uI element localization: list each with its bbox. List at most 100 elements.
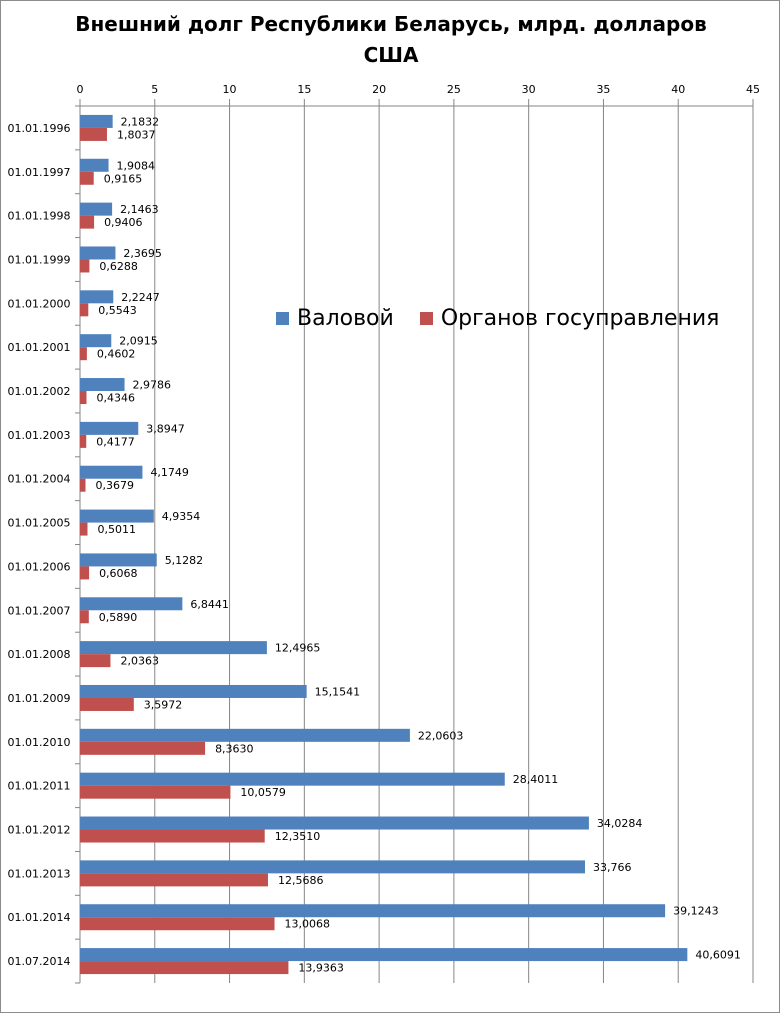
x-tick-label: 5 [151, 83, 158, 96]
data-label: 2,2247 [121, 291, 160, 304]
category-label: 01.01.2002 [8, 385, 71, 398]
category-label: 01.01.2014 [8, 911, 71, 924]
data-label: 4,9354 [162, 510, 201, 523]
bar-gross [80, 158, 109, 172]
bar-gross [80, 465, 143, 479]
bar-government [80, 829, 265, 843]
category-label: 01.01.2004 [8, 473, 71, 486]
bar-government [80, 873, 268, 887]
data-label: 0,9406 [104, 216, 143, 229]
category-label: 01.01.2010 [8, 736, 71, 749]
bar-government [80, 697, 134, 711]
data-label: 0,5890 [99, 611, 138, 624]
data-label: 0,5011 [97, 523, 136, 536]
bar-gross [80, 114, 113, 128]
data-label: 0,4177 [96, 435, 135, 448]
bar-gross [80, 772, 505, 786]
data-label: 0,6288 [99, 260, 138, 273]
data-label: 6,8441 [190, 598, 229, 611]
data-label: 3,5972 [144, 698, 183, 711]
chart-title-line-2: США [363, 43, 419, 67]
bar-government [80, 741, 206, 755]
bar-government [80, 259, 90, 273]
bar-gross [80, 421, 139, 435]
bar-gross [80, 378, 125, 392]
category-label: 01.07.2014 [8, 955, 71, 968]
bar-government [80, 391, 87, 405]
bar-gross [80, 246, 116, 260]
bar-gross [80, 641, 267, 655]
data-label: 0,4602 [97, 348, 135, 361]
data-label: 15,1541 [315, 685, 361, 698]
x-tick-label: 0 [77, 83, 84, 96]
data-label: 28,4011 [513, 773, 559, 786]
bar-gross [80, 334, 112, 348]
data-label: 39,1243 [673, 905, 719, 918]
data-label: 0,9165 [104, 172, 142, 185]
bar-government [80, 215, 95, 229]
data-label: 1,9084 [117, 159, 156, 172]
category-label: 01.01.2006 [8, 560, 71, 573]
data-label: 0,5543 [98, 304, 136, 317]
bar-government [80, 917, 275, 931]
data-label: 40,6091 [695, 949, 741, 962]
data-label: 2,1463 [120, 203, 159, 216]
legend: Валовой Органов госуправления [276, 306, 719, 331]
bar-gross [80, 202, 113, 216]
chart-title-line-1: Внешний долг Республики Беларусь, млрд. … [75, 12, 707, 36]
x-tick-label: 20 [372, 83, 386, 96]
bar-government [80, 171, 94, 185]
category-label: 01.01.2011 [8, 780, 71, 793]
category-label: 01.01.2000 [8, 297, 71, 310]
data-label: 12,5686 [278, 874, 324, 887]
legend-swatch-gross [276, 312, 289, 325]
bar-government [80, 434, 87, 448]
bar-gross [80, 509, 154, 523]
category-label: 01.01.2013 [8, 867, 71, 880]
data-label: 0,4346 [96, 392, 135, 405]
category-label: 01.01.2009 [8, 692, 71, 705]
category-label: 01.01.1998 [8, 210, 71, 223]
category-label: 01.01.2007 [8, 604, 71, 617]
category-label: 01.01.2005 [8, 517, 71, 530]
bar-gross [80, 904, 666, 918]
category-label: 01.01.2003 [8, 429, 71, 442]
bar-gross [80, 597, 183, 611]
data-label: 8,3630 [215, 742, 254, 755]
bar-gross [80, 290, 114, 304]
category-label: 01.01.1997 [8, 166, 71, 179]
bar-government [80, 785, 231, 799]
bar-government [80, 478, 86, 492]
data-label: 12,3510 [275, 830, 321, 843]
bar-government [80, 610, 89, 624]
x-tick-label: 30 [522, 83, 536, 96]
bar-government [80, 347, 87, 361]
category-label: 01.01.1999 [8, 253, 71, 266]
bar-gross [80, 816, 589, 830]
chart-title: Внешний долг Республики Беларусь, млрд. … [1, 9, 779, 71]
data-label: 2,0915 [119, 335, 158, 348]
data-label: 33,766 [593, 861, 632, 874]
legend-label-gross: Валовой [297, 306, 394, 331]
data-label: 22,0603 [418, 729, 464, 742]
bar-gross [80, 728, 410, 742]
bar-government [80, 522, 88, 536]
data-label: 12,4965 [275, 642, 321, 655]
category-label: 01.01.2001 [8, 341, 71, 354]
data-label: 2,3695 [123, 247, 162, 260]
x-tick-label: 35 [596, 83, 610, 96]
bar-government [80, 127, 107, 141]
bar-government [80, 961, 289, 975]
legend-swatch-government [419, 312, 433, 325]
x-tick-label: 45 [746, 83, 760, 96]
bar-government [80, 654, 111, 668]
data-label: 1,8037 [117, 128, 156, 141]
category-label: 01.01.1996 [8, 122, 71, 135]
data-label: 0,6068 [99, 567, 138, 580]
x-tick-label: 25 [447, 83, 461, 96]
bar-gross [80, 860, 585, 874]
bar-government [80, 566, 90, 580]
bar-gross [80, 553, 157, 567]
